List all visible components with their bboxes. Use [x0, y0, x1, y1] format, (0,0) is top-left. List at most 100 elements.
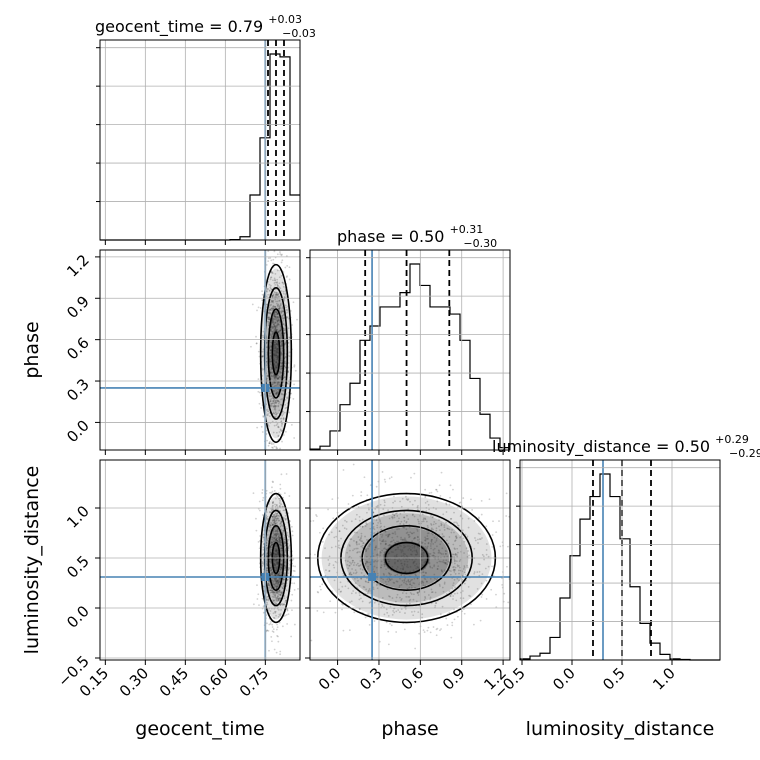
scatter-point [276, 590, 278, 593]
scatter-point [277, 590, 279, 593]
scatter-point [428, 561, 431, 564]
scatter-point [270, 402, 273, 405]
scatter-point [269, 491, 271, 494]
scatter-point [270, 309, 272, 311]
scatter-point [426, 580, 428, 583]
scatter-point [284, 296, 286, 299]
scatter-point [401, 548, 404, 551]
scatter-point [349, 561, 351, 564]
scatter-point [286, 397, 289, 400]
scatter-point [281, 343, 283, 346]
scatter-point [412, 593, 415, 596]
scatter-point [422, 555, 425, 558]
scatter-point [432, 626, 435, 628]
scatter-point [278, 581, 281, 584]
scatter-point [280, 521, 283, 524]
scatter-point [276, 558, 279, 560]
scatter-point [388, 544, 391, 547]
scatter-point [274, 579, 277, 582]
scatter-point [383, 574, 385, 576]
scatter-point [273, 343, 276, 346]
scatter-point [271, 309, 274, 312]
scatter-point [434, 604, 437, 607]
scatter-point [265, 289, 268, 292]
scatter-point [435, 602, 437, 605]
scatter-point [442, 559, 445, 562]
scatter-point [389, 605, 392, 608]
scatter-point [270, 270, 273, 273]
scatter-point [432, 551, 435, 554]
scatter-point [276, 377, 279, 380]
scatter-point [272, 405, 275, 408]
scatter-point [307, 583, 309, 585]
scatter-point [269, 558, 272, 561]
scatter-point [492, 520, 494, 523]
scatter-point [266, 568, 268, 570]
scatter-point [275, 574, 278, 577]
scatter-point [414, 499, 416, 502]
scatter-point [268, 582, 270, 585]
scatter-point [274, 346, 277, 348]
scatter-point [394, 512, 397, 515]
scatter-point [275, 519, 278, 522]
scatter-point [267, 584, 270, 586]
scatter-point [273, 381, 276, 384]
scatter-point [280, 417, 283, 420]
scatter-point [281, 414, 284, 417]
scatter-point [411, 532, 414, 535]
scatter-point [271, 536, 274, 539]
scatter-point [251, 303, 254, 306]
scatter-point [272, 327, 274, 330]
scatter-point [273, 329, 275, 332]
scatter-point [284, 399, 287, 401]
scatter-point [433, 552, 436, 555]
scatter-point [443, 524, 446, 527]
scatter-point [271, 381, 273, 384]
scatter-point [280, 503, 283, 506]
xlabel-luminosity-distance: luminosity_distance [526, 718, 715, 740]
scatter-point [261, 368, 264, 371]
scatter-point [482, 555, 485, 558]
scatter-point [290, 525, 293, 528]
scatter-point [478, 516, 480, 519]
scatter-point [265, 549, 268, 551]
scatter-point [271, 571, 274, 574]
scatter-point [394, 600, 397, 603]
scatter-point [357, 579, 359, 582]
scatter-point [287, 341, 290, 344]
scatter-point [275, 512, 278, 515]
scatter-point [277, 316, 280, 319]
scatter-point [270, 553, 272, 556]
scatter-point [421, 541, 424, 544]
scatter-point [273, 382, 276, 385]
scatter-point [367, 567, 369, 570]
scatter-point [300, 534, 302, 536]
scatter-point [274, 405, 277, 408]
ylabel-luminosity-distance: luminosity_distance [21, 466, 43, 655]
scatter-point [273, 528, 276, 531]
scatter-point [431, 591, 434, 593]
scatter-point [272, 399, 275, 402]
scatter-point [478, 538, 481, 540]
scatter-point [273, 325, 276, 327]
scatter-point [279, 613, 282, 615]
scatter-point [273, 517, 276, 520]
scatter-point [283, 541, 286, 544]
scatter-point [279, 307, 282, 310]
scatter-point [273, 351, 276, 354]
scatter-point [361, 568, 364, 571]
scatter-point [278, 431, 281, 433]
scatter-point [269, 524, 272, 527]
scatter-point [280, 555, 283, 558]
scatter-point [366, 494, 369, 497]
scatter-point [389, 622, 391, 625]
scatter-point [270, 307, 273, 310]
scatter-point [376, 587, 379, 590]
scatter-point [456, 592, 459, 595]
scatter-point [287, 545, 290, 548]
scatter-point [359, 560, 362, 562]
scatter-point [275, 325, 278, 327]
scatter-point [273, 359, 276, 362]
scatter-point [420, 555, 423, 558]
scatter-point [409, 583, 411, 586]
